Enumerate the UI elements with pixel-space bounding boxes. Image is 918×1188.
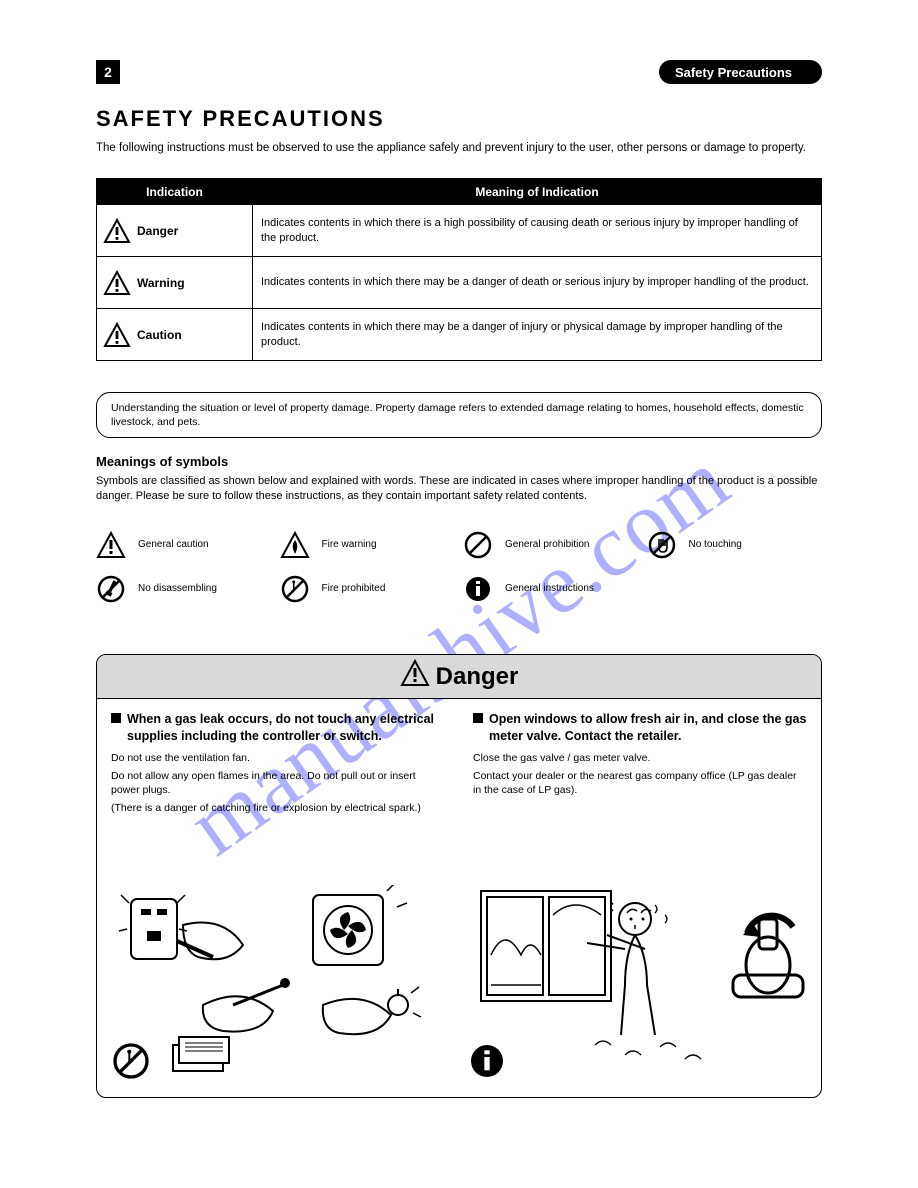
danger-right-col: Open windows to allow fresh air in, and …: [459, 699, 821, 1097]
indications-table: Indication Meaning of Indication Danger …: [96, 178, 822, 361]
header-pill: Safety Precautions: [659, 60, 822, 84]
danger-left-p2: Do not allow any open flames in the area…: [111, 769, 445, 797]
col-indication: Indication: [97, 179, 253, 205]
danger-titlebar: Danger: [97, 655, 821, 699]
fire-prohibited-icon: [280, 574, 314, 604]
danger-right-p2: Contact your dealer or the nearest gas c…: [473, 769, 807, 797]
col-meaning: Meaning of Indication: [253, 179, 822, 205]
danger-title-icon: [400, 659, 430, 694]
sym-label: Fire warning: [322, 539, 456, 552]
no-touch-icon: [647, 530, 681, 560]
row-meaning: Indicates contents in which there may be…: [253, 271, 821, 294]
table-row: Warning Indicates contents in which ther…: [97, 257, 822, 309]
section-title: SAFETY PRECAUTIONS: [96, 106, 822, 132]
sym-label: No touching: [689, 539, 823, 552]
general-prohibition-icon: [463, 530, 497, 560]
danger-triangle-icon: [103, 218, 131, 244]
fire-warning-icon: [280, 531, 314, 559]
symbols-intro: Symbols are classified as shown below an…: [96, 474, 822, 505]
danger-right-p1: Close the gas valve / gas meter valve.: [473, 751, 807, 765]
danger-left-heading: When a gas leak occurs, do not touch any…: [127, 711, 445, 745]
row-meaning: Indicates contents in which there may be…: [253, 316, 821, 354]
sym-label: General instructions: [505, 583, 639, 596]
danger-left-illustration: [111, 885, 445, 1085]
danger-right-heading: Open windows to allow fresh air in, and …: [489, 711, 807, 745]
sym-label: Fire prohibited: [322, 583, 456, 596]
page-number: 2: [96, 60, 120, 84]
row-label: Warning: [137, 276, 185, 290]
danger-left-p1: Do not use the ventilation fan.: [111, 751, 445, 765]
instruction-icon: [467, 1041, 507, 1085]
danger-left-col: When a gas leak occurs, do not touch any…: [97, 699, 459, 1097]
sym-label: General caution: [138, 539, 272, 552]
sym-label: General prohibition: [505, 539, 639, 552]
note-bubble: Understanding the situation or level of …: [96, 392, 822, 438]
sym-label: No disassembling: [138, 583, 272, 596]
danger-panel: Danger When a gas leak occurs, do not to…: [96, 654, 822, 1098]
warning-triangle-icon: [103, 270, 131, 296]
page-header: 2 Safety Precautions: [96, 56, 822, 88]
danger-left-note: (There is a danger of catching fire or e…: [111, 801, 445, 815]
symbol-grid: General caution Fire warning General pro…: [96, 530, 822, 604]
table-row: Danger Indicates contents in which there…: [97, 205, 822, 257]
caution-triangle-icon: [103, 322, 131, 348]
symbols-heading: Meanings of symbols: [96, 454, 228, 469]
no-disassemble-icon: [96, 574, 130, 604]
row-label: Danger: [137, 224, 178, 238]
row-label: Caution: [137, 328, 182, 342]
table-row: Caution Indicates contents in which ther…: [97, 309, 822, 361]
fire-prohibited-icon: [111, 1041, 151, 1085]
danger-title-text: Danger: [436, 663, 519, 691]
danger-right-illustration: [473, 885, 807, 1085]
general-caution-icon: [96, 531, 130, 559]
row-meaning: Indicates contents in which there is a h…: [253, 212, 821, 250]
general-instructions-icon: [463, 574, 497, 604]
lead-text: The following instructions must be obser…: [96, 140, 822, 157]
